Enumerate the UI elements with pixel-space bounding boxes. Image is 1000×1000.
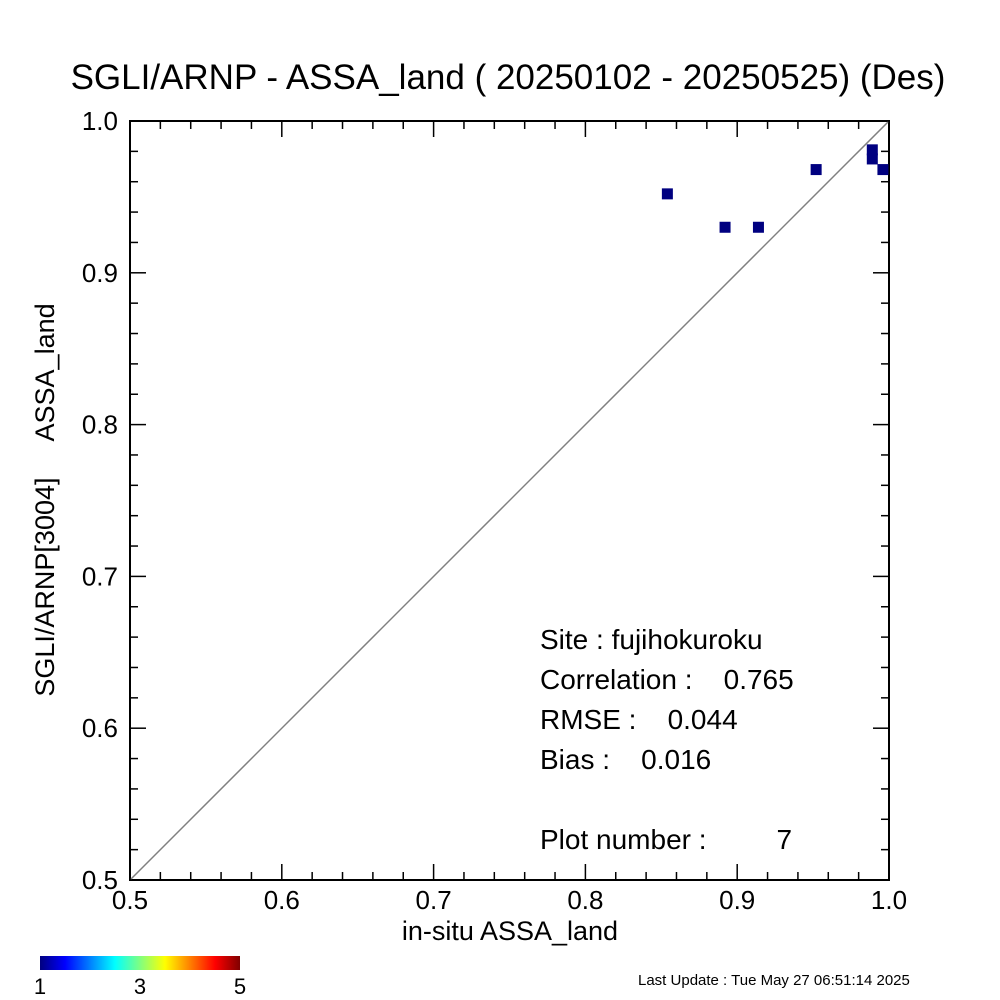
colorbar-label: 3 [134, 974, 146, 999]
y-tick-label: 0.6 [82, 713, 118, 743]
x-tick-label: 0.6 [264, 885, 300, 915]
one-to-one-line [129, 120, 890, 881]
data-point [810, 164, 822, 176]
colorbar [40, 956, 240, 970]
y-tick-label: 1.0 [82, 106, 118, 136]
y-tick-label: 0.5 [82, 865, 118, 895]
y-axis-label: SGLI/ARNP[3004] ASSA_land [30, 303, 60, 696]
last-update: Last Update : Tue May 27 06:51:14 2025 [638, 972, 910, 989]
colorbar-label: 5 [234, 974, 246, 999]
stat-rmse: RMSE : 0.044 [540, 704, 738, 735]
x-tick-label: 0.9 [719, 885, 755, 915]
axis-ticks [129, 120, 890, 881]
data-point [661, 188, 673, 200]
data-point [877, 164, 889, 176]
data-point [866, 144, 878, 156]
colorbar-labels: 1 3 5 [34, 974, 246, 999]
y-tick-label: 0.7 [82, 561, 118, 591]
chart-title: SGLI/ARNP - ASSA_land ( 20250102 - 20250… [71, 58, 946, 97]
stat-bias: Bias : 0.016 [540, 744, 711, 775]
y-tick-label: 0.8 [82, 410, 118, 440]
data-points [661, 144, 889, 233]
stat-correlation: Correlation : 0.765 [540, 664, 794, 695]
tick-labels: 0.5 0.6 0.7 0.8 0.9 1.0 0.5 0.6 0.7 0.8 0.9 1.0 [82, 106, 907, 915]
x-tick-label: 1.0 [871, 885, 907, 915]
colorbar-label: 1 [34, 974, 46, 999]
plot-frame [129, 120, 890, 881]
stat-plot-number: Plot number : 7 [540, 824, 792, 855]
data-point [866, 153, 878, 165]
data-point [719, 221, 731, 233]
x-tick-label: 0.8 [567, 885, 603, 915]
x-tick-label: 0.5 [112, 885, 148, 915]
x-tick-label: 0.7 [416, 885, 452, 915]
data-point [752, 221, 764, 233]
x-axis-label: in-situ ASSA_land [402, 916, 618, 946]
stat-site: Site : fujihokuroku [540, 624, 763, 655]
y-tick-label: 0.9 [82, 258, 118, 288]
